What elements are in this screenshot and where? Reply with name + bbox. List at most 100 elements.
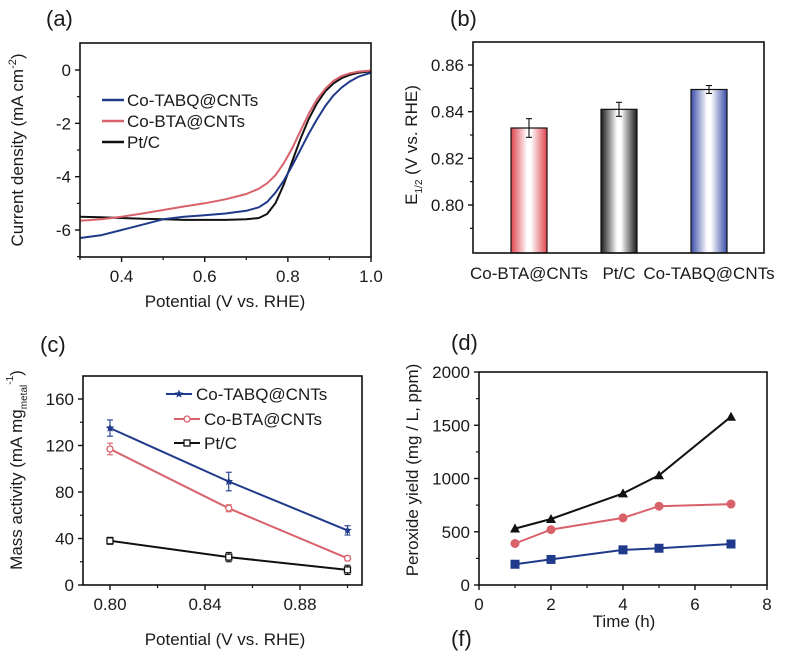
panel-d-xtick-label: 4 bbox=[618, 595, 627, 614]
panel-d-xlabel: Time (h) bbox=[593, 612, 656, 631]
panel-b-category-label: Pt/C bbox=[602, 264, 635, 283]
panel-a-series-line bbox=[80, 70, 371, 221]
panel-d-xtick-label: 6 bbox=[690, 595, 699, 614]
panel-c-xlabel: Potential (V vs. RHE) bbox=[145, 630, 306, 649]
panel-d-ytick-label: 1500 bbox=[432, 416, 470, 435]
panel-d-marker bbox=[654, 470, 664, 480]
panel-d-ytick-label: 2000 bbox=[432, 363, 470, 382]
panel-d-xtick-label: 0 bbox=[474, 595, 483, 614]
panel-b-category-label: Co-BTA@CNTs bbox=[470, 264, 588, 283]
panel-d-marker bbox=[726, 499, 736, 509]
panel-b-ytick-label: 0.80 bbox=[431, 196, 464, 215]
panel-d-marker bbox=[726, 539, 736, 549]
panel-label-b: (b) bbox=[450, 6, 477, 31]
panel-d: (d) 0 2 4 6 8 0 500 1000 1500 2000 Time (h) Perox… bbox=[403, 330, 772, 651]
panel-c-marker bbox=[106, 537, 114, 545]
panel-b: (b) Co-BTA@CNTs Pt/C Co-TABQ@CNTs 0.80 0.82 0… bbox=[402, 6, 775, 283]
panel-d-marker bbox=[546, 513, 556, 523]
panel-a-frame bbox=[79, 42, 372, 258]
panel-c-ytick-label: 0 bbox=[65, 576, 74, 595]
panel-d-ytick-label: 500 bbox=[442, 523, 470, 542]
panel-c-marker bbox=[343, 554, 352, 562]
panel-d-marker bbox=[510, 538, 520, 548]
panel-c-ylabel-sup: -1 bbox=[5, 375, 16, 384]
panel-d-series-line bbox=[514, 503, 732, 545]
panel-c-legend-label: Co-TABQ@CNTs bbox=[196, 385, 327, 404]
panel-a-ylabel-tail: ) bbox=[8, 53, 27, 59]
panel-c-xtick-label: 0.80 bbox=[93, 595, 126, 614]
panel-b-frame bbox=[472, 41, 765, 254]
panel-d-marker bbox=[726, 411, 736, 421]
panel-d-ylabel: Peroxide yield (mg / L, ppm) bbox=[403, 364, 422, 577]
panel-c-ylabel-tail: ) bbox=[7, 370, 26, 376]
panel-c-ytick-label: 40 bbox=[55, 530, 74, 549]
panel-b-ylabel: E1/2 (V vs. RHE) bbox=[402, 85, 425, 205]
panel-b-bar bbox=[690, 88, 728, 254]
panel-d-marker bbox=[618, 513, 628, 523]
panel-d-marker bbox=[546, 554, 556, 564]
panel-d-plot: 0 2 4 6 8 0 500 1000 1500 2000 bbox=[432, 363, 772, 614]
panel-d-marker bbox=[654, 501, 664, 511]
panel-b-bar bbox=[510, 127, 548, 254]
panel-d-ytick-label: 1000 bbox=[432, 470, 470, 489]
panel-c-legend-label: Co-BTA@CNTs bbox=[204, 410, 322, 429]
panel-c-legend-marker bbox=[174, 389, 184, 398]
panel-label-a: (a) bbox=[46, 6, 73, 31]
panel-d-marker bbox=[510, 523, 520, 533]
panel-a-legend-label: Co-BTA@CNTs bbox=[127, 112, 245, 131]
panel-a-legend-label: Pt/C bbox=[127, 133, 160, 152]
panel-a-ytick-label: -6 bbox=[56, 221, 71, 240]
panel-d-marker bbox=[618, 488, 628, 498]
panel-c-ytick-label: 80 bbox=[55, 483, 74, 502]
panel-c-legend-label: Pt/C bbox=[204, 434, 237, 453]
panel-a-legend: Co-TABQ@CNTs Co-BTA@CNTs Pt/C bbox=[102, 91, 258, 152]
panel-d-marker bbox=[654, 543, 664, 553]
panel-label-c: (c) bbox=[40, 332, 66, 357]
panel-a-xtick-label: 0.6 bbox=[193, 267, 217, 286]
panel-a-xtick-label: 0.4 bbox=[110, 267, 134, 286]
panel-c-xtick-label: 0.84 bbox=[188, 595, 221, 614]
panel-d-marker bbox=[618, 545, 628, 555]
panel-a-ytick-label: -2 bbox=[56, 114, 71, 133]
panel-c-legend-marker bbox=[183, 439, 191, 447]
panel-c-ylabel-main: Mass activity (mA mg bbox=[7, 409, 26, 570]
panel-d-ytick-label: 0 bbox=[461, 576, 470, 595]
panel-a-xtick-label: 1.0 bbox=[359, 267, 383, 286]
panel-d-xtick-label: 2 bbox=[546, 595, 555, 614]
panel-c-marker bbox=[225, 553, 233, 561]
panel-a-series-line bbox=[80, 69, 371, 222]
panel-b-ylabel-main: E bbox=[402, 194, 421, 205]
panel-c-plot: 0.80 0.84 0.88 0 40 80 120 160 Co-TABQ@CNTs Co-BT… bbox=[46, 375, 363, 614]
panel-c-marker bbox=[225, 504, 233, 512]
panel-a-ytick-label: 0 bbox=[62, 61, 71, 80]
panel-c-legend-marker bbox=[183, 415, 191, 423]
panel-c-ytick-label: 160 bbox=[46, 390, 74, 409]
panel-label-f: (f) bbox=[451, 626, 472, 651]
panel-d-xtick-label: 8 bbox=[762, 595, 771, 614]
panel-a-series-line bbox=[80, 71, 371, 239]
panel-b-ytick-label: 0.82 bbox=[431, 149, 464, 168]
panel-c-marker bbox=[106, 445, 114, 453]
panel-b-ytick-label: 0.86 bbox=[431, 56, 464, 75]
panel-a-legend-label: Co-TABQ@CNTs bbox=[127, 91, 258, 110]
panel-b-ylabel-sub: 1/2 bbox=[414, 179, 425, 193]
panel-label-d: (d) bbox=[451, 330, 478, 355]
panel-a: (a) 0.4 0.6 0.8 1.0 0 -2 -4 -6 Co-TABQ@CNTs Co-BT… bbox=[7, 6, 383, 311]
panel-c-frame bbox=[82, 375, 363, 586]
panel-c-marker bbox=[343, 566, 352, 574]
panel-b-plot: Co-BTA@CNTs Pt/C Co-TABQ@CNTs 0.80 0.82 0.84 0… bbox=[431, 41, 775, 283]
panel-d-marker bbox=[510, 559, 520, 569]
panel-c-series-line bbox=[109, 448, 348, 560]
panel-c-ylabel: Mass activity (mA mgmetal-1) bbox=[5, 370, 30, 570]
panel-c-legend: Co-TABQ@CNTs Co-BTA@CNTs Pt/C bbox=[166, 385, 327, 453]
panel-d-marker bbox=[546, 525, 556, 535]
panel-b-ylabel-tail: (V vs. RHE) bbox=[402, 85, 421, 179]
panel-c-ytick-label: 120 bbox=[46, 437, 74, 456]
panel-c-ylabel-sub: metal bbox=[19, 385, 30, 409]
panel-b-ytick-label: 0.84 bbox=[431, 103, 464, 122]
panel-a-ylabel-main: Current density (mA cm bbox=[8, 69, 27, 247]
panel-d-series-line bbox=[514, 415, 732, 530]
panel-a-xlabel: Potential (V vs. RHE) bbox=[145, 292, 306, 311]
